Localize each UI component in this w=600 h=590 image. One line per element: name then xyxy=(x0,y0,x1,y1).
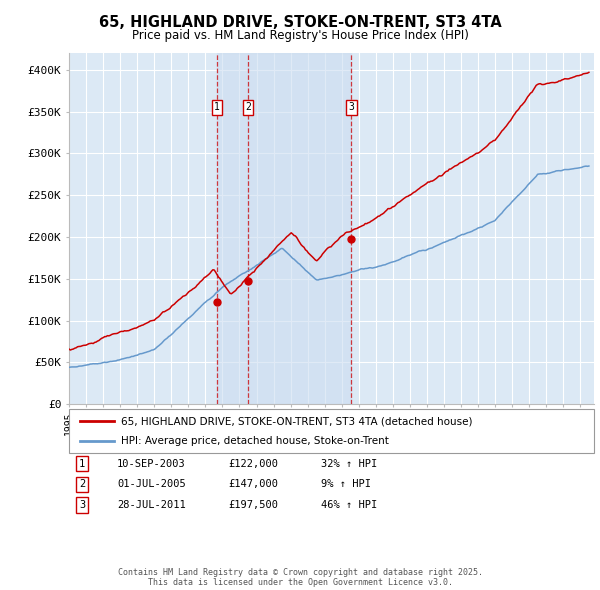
Text: £197,500: £197,500 xyxy=(228,500,278,510)
Text: 3: 3 xyxy=(349,103,355,113)
Text: 65, HIGHLAND DRIVE, STOKE-ON-TRENT, ST3 4TA (detached house): 65, HIGHLAND DRIVE, STOKE-ON-TRENT, ST3 … xyxy=(121,417,473,426)
Text: 2: 2 xyxy=(245,103,251,113)
Text: 3: 3 xyxy=(79,500,85,510)
Text: 46% ↑ HPI: 46% ↑ HPI xyxy=(321,500,377,510)
Text: 28-JUL-2011: 28-JUL-2011 xyxy=(117,500,186,510)
Text: 01-JUL-2005: 01-JUL-2005 xyxy=(117,480,186,489)
Text: 9% ↑ HPI: 9% ↑ HPI xyxy=(321,480,371,489)
Text: 32% ↑ HPI: 32% ↑ HPI xyxy=(321,459,377,468)
Text: 1: 1 xyxy=(79,459,85,468)
Text: Contains HM Land Registry data © Crown copyright and database right 2025.
This d: Contains HM Land Registry data © Crown c… xyxy=(118,568,482,587)
Bar xyxy=(248,53,352,404)
Text: 10-SEP-2003: 10-SEP-2003 xyxy=(117,459,186,468)
Text: HPI: Average price, detached house, Stoke-on-Trent: HPI: Average price, detached house, Stok… xyxy=(121,436,389,445)
Bar xyxy=(217,53,248,404)
Text: £147,000: £147,000 xyxy=(228,480,278,489)
Text: £122,000: £122,000 xyxy=(228,459,278,468)
Text: 1: 1 xyxy=(214,103,220,113)
Text: Price paid vs. HM Land Registry's House Price Index (HPI): Price paid vs. HM Land Registry's House … xyxy=(131,30,469,42)
Text: 2: 2 xyxy=(79,480,85,489)
Text: 65, HIGHLAND DRIVE, STOKE-ON-TRENT, ST3 4TA: 65, HIGHLAND DRIVE, STOKE-ON-TRENT, ST3 … xyxy=(98,15,502,30)
